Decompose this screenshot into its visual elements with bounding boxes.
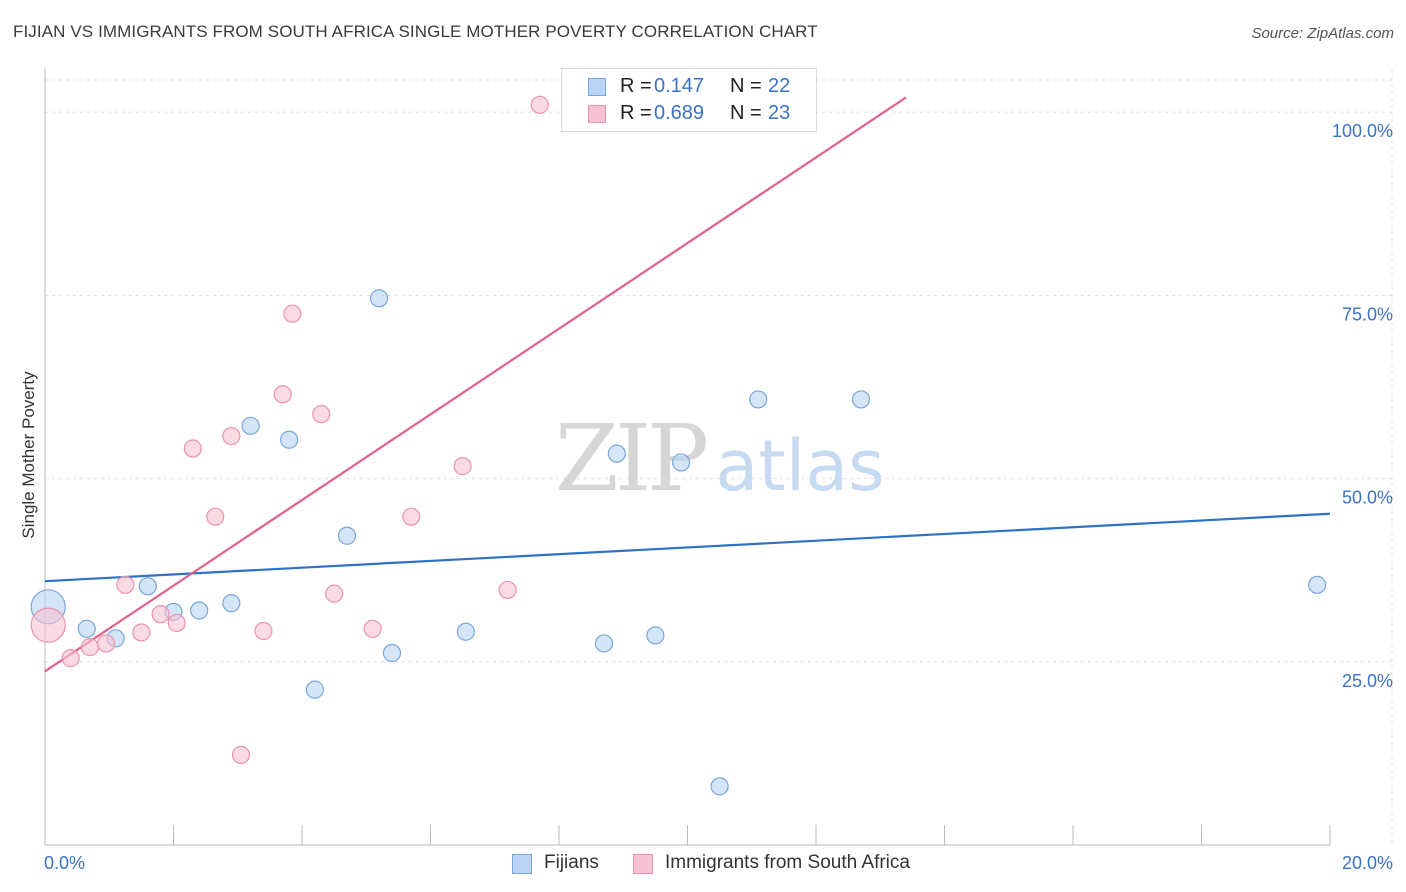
point-immigrants xyxy=(167,613,186,633)
source-label: Source: ZipAtlas.com xyxy=(1251,25,1394,42)
watermark: ZIP atlas xyxy=(555,405,885,512)
tick-labels: 25.0% 50.0% 75.0% 100.0% 0.0% 20.0% xyxy=(44,121,1393,873)
y-tick-label: 75.0% xyxy=(1342,304,1393,324)
trend-line-immigrants xyxy=(44,96,907,673)
stats-legend: R = 0.147 N = 22 R = 0.689 N = 23 xyxy=(561,68,817,132)
y-tick-label: 25.0% xyxy=(1342,671,1393,691)
point-immigrants xyxy=(254,621,273,641)
trend-lines xyxy=(44,96,1331,673)
point-fijians xyxy=(241,416,260,435)
point-immigrants xyxy=(363,619,382,638)
point-fijians xyxy=(370,289,389,308)
y-tick-label: 100.0% xyxy=(1332,121,1393,141)
legend-n-label: N = xyxy=(730,102,762,124)
x-tick-label: 0.0% xyxy=(44,853,85,873)
data-points xyxy=(30,95,1327,796)
legend-r-value: 0.689 xyxy=(654,102,705,124)
point-fijians xyxy=(851,390,871,409)
chart-title: FIJIAN VS IMMIGRANTS FROM SOUTH AFRICA S… xyxy=(13,22,818,41)
point-immigrants xyxy=(222,426,241,446)
point-immigrants xyxy=(530,95,549,114)
point-fijians xyxy=(710,777,729,796)
point-fijians xyxy=(607,444,626,463)
point-immigrants xyxy=(132,623,151,642)
point-immigrants xyxy=(231,745,251,764)
point-fijians xyxy=(749,390,768,409)
point-immigrants xyxy=(206,507,225,526)
legend-swatch-blue xyxy=(588,78,606,96)
point-immigrants xyxy=(402,507,421,526)
legend-n-value: 22 xyxy=(768,75,791,97)
point-immigrants xyxy=(61,649,80,668)
point-immigrants xyxy=(183,439,202,458)
point-fijians xyxy=(382,643,402,663)
point-fijians xyxy=(280,430,299,449)
point-immigrants xyxy=(96,634,116,653)
legend-label-immigrants: Immigrants from South Africa xyxy=(665,852,910,873)
point-fijians xyxy=(1308,575,1327,594)
trend-line-fijians xyxy=(44,512,1331,583)
point-fijians xyxy=(456,622,475,641)
grid-lines xyxy=(45,70,1393,845)
point-immigrants xyxy=(312,404,331,424)
legend-label-fijians: Fijians xyxy=(544,852,599,873)
y-axis-label: Single Mother Poverty xyxy=(19,371,38,539)
y-tick-label: 50.0% xyxy=(1342,488,1393,508)
point-fijians xyxy=(138,577,157,596)
point-fijians xyxy=(594,634,614,653)
legend-r-label: R = xyxy=(620,102,652,124)
point-fijians xyxy=(190,601,209,620)
legend-swatch-pink xyxy=(633,854,653,874)
point-immigrants xyxy=(273,385,292,404)
point-immigrants xyxy=(498,580,517,600)
watermark-atlas: atlas xyxy=(715,425,884,507)
point-fijians xyxy=(305,680,324,699)
point-immigrants xyxy=(116,575,135,594)
x-tick-label: 20.0% xyxy=(1342,853,1393,873)
legend-n-value: 23 xyxy=(768,102,791,124)
point-fijians xyxy=(222,594,241,613)
legend-swatch-pink xyxy=(588,105,606,123)
legend-row-immigrants: R = 0.689 N = 23 xyxy=(562,101,816,127)
point-immigrants xyxy=(80,638,100,657)
point-immigrants xyxy=(453,457,472,476)
point-fijians xyxy=(337,526,357,545)
legend-r-value: 0.147 xyxy=(654,75,705,97)
point-immigrants xyxy=(151,605,170,624)
series-legend: Fijians Immigrants from South Africa xyxy=(0,852,1406,878)
point-immigrants xyxy=(30,607,66,643)
point-fijians xyxy=(77,619,96,638)
legend-swatch-blue xyxy=(512,854,532,874)
point-fijians xyxy=(671,453,691,472)
point-fijians xyxy=(646,626,665,645)
point-immigrants xyxy=(283,304,302,323)
legend-row-fijians: R = 0.147 N = 22 xyxy=(562,74,816,100)
axes xyxy=(44,68,1331,846)
legend-n-label: N = xyxy=(730,75,762,97)
legend-r-label: R = xyxy=(620,75,652,97)
point-immigrants xyxy=(325,584,344,603)
